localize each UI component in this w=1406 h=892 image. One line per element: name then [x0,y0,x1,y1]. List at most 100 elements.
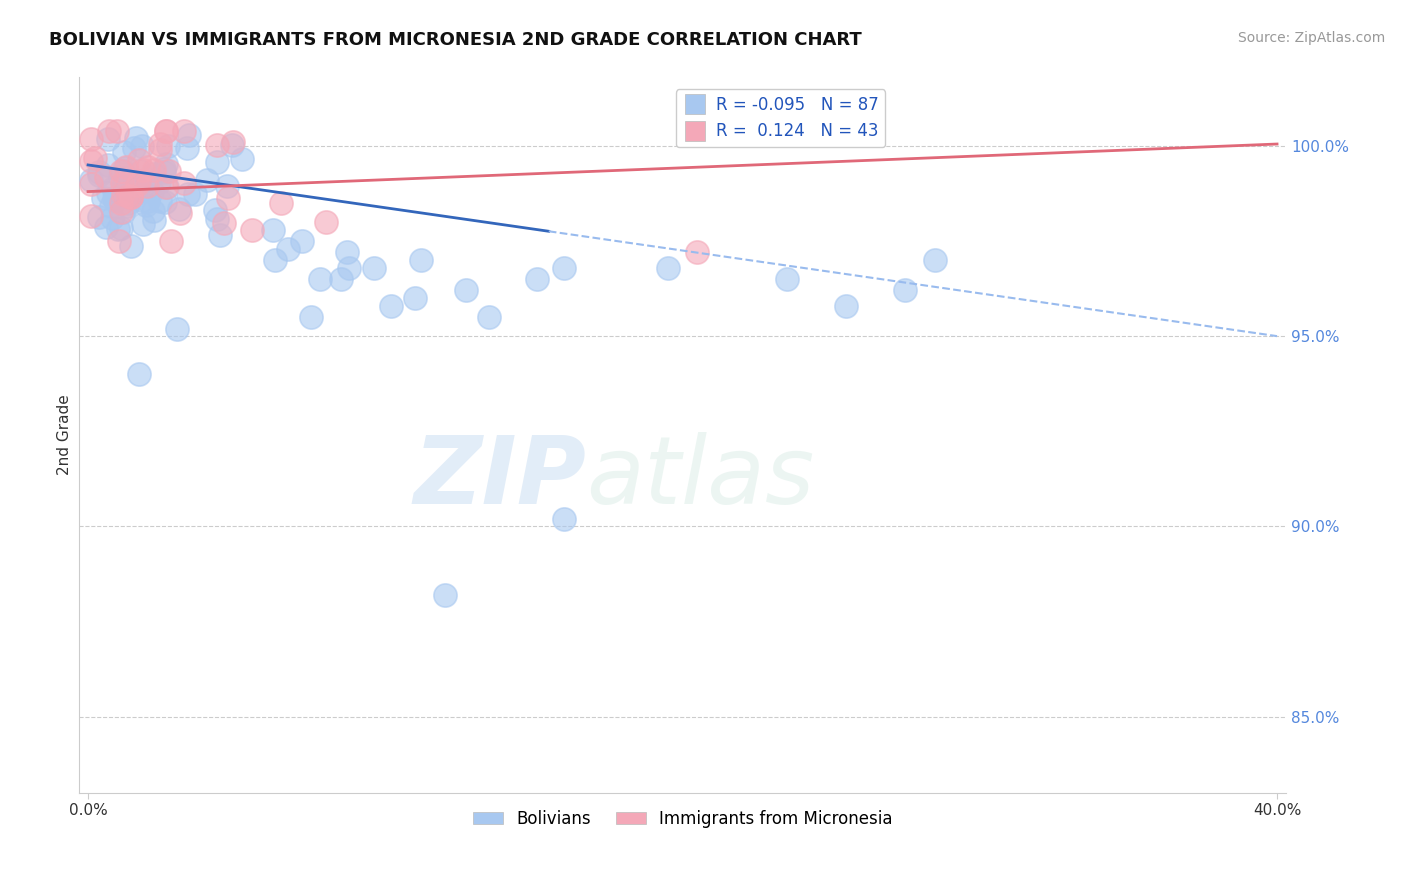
Point [142,212,165,227]
Point [291,234,314,248]
Point [686,245,709,260]
Point [173,124,195,138]
Point [135,197,157,211]
Point [775,272,797,286]
Point [478,310,501,325]
Point [380,299,402,313]
Point [212,216,235,230]
Point [117,189,139,203]
Point [122,141,145,155]
Point [141,184,163,198]
Point [155,179,177,194]
Point [96,220,118,235]
Point [315,215,337,229]
Point [835,299,858,313]
Point [231,153,253,167]
Point [114,161,136,175]
Point [456,284,478,298]
Point [128,153,150,168]
Point [131,193,153,207]
Point [114,176,136,190]
Point [337,260,360,275]
Point [114,160,136,174]
Point [149,136,172,151]
Point [132,217,155,231]
Point [87,211,110,225]
Point [404,291,426,305]
Point [148,176,170,190]
Point [108,234,131,248]
Point [136,160,159,174]
Point [117,196,139,211]
Point [111,187,134,202]
Point [299,310,322,325]
Point [91,190,114,204]
Point [108,169,131,184]
Point [173,176,195,190]
Point [103,191,125,205]
Point [553,512,575,526]
Point [97,186,120,201]
Point [155,157,177,171]
Point [122,174,145,188]
Point [195,172,218,186]
Point [128,367,150,381]
Point [263,222,285,236]
Point [111,176,134,190]
Point [153,162,176,177]
Point [110,220,132,235]
Point [411,253,433,268]
Point [97,124,120,138]
Point [104,194,127,208]
Point [138,194,160,208]
Point [97,158,120,172]
Point [149,143,172,157]
Point [128,174,150,188]
Text: BOLIVIAN VS IMMIGRANTS FROM MICRONESIA 2ND GRADE CORRELATION CHART: BOLIVIAN VS IMMIGRANTS FROM MICRONESIA 2… [49,31,862,49]
Point [101,181,124,195]
Point [125,185,148,199]
Point [363,260,385,275]
Point [125,178,148,192]
Point [433,588,456,602]
Point [110,196,132,211]
Point [222,135,245,149]
Point [177,186,200,201]
Point [179,128,201,142]
Point [221,138,243,153]
Point [240,222,263,236]
Point [89,168,111,182]
Text: Source: ZipAtlas.com: Source: ZipAtlas.com [1237,31,1385,45]
Text: ZIP: ZIP [413,432,586,524]
Point [112,145,135,160]
Point [124,131,146,145]
Point [112,164,135,178]
Point [100,198,122,212]
Point [166,321,188,335]
Point [80,177,103,191]
Point [105,124,128,138]
Point [155,194,177,209]
Point [153,165,176,179]
Point [115,199,138,213]
Point [184,186,207,201]
Point [89,164,111,178]
Point [329,272,352,286]
Point [553,260,575,275]
Point [136,178,159,193]
Point [142,167,165,181]
Point [118,190,141,204]
Point [101,211,124,225]
Point [80,153,103,168]
Point [270,196,292,211]
Point [169,206,191,220]
Point [131,139,153,153]
Point [204,202,226,217]
Point [894,284,917,298]
Point [132,163,155,178]
Point [80,209,103,223]
Point [96,170,118,185]
Point [215,179,238,194]
Point [277,242,299,256]
Point [657,260,679,275]
